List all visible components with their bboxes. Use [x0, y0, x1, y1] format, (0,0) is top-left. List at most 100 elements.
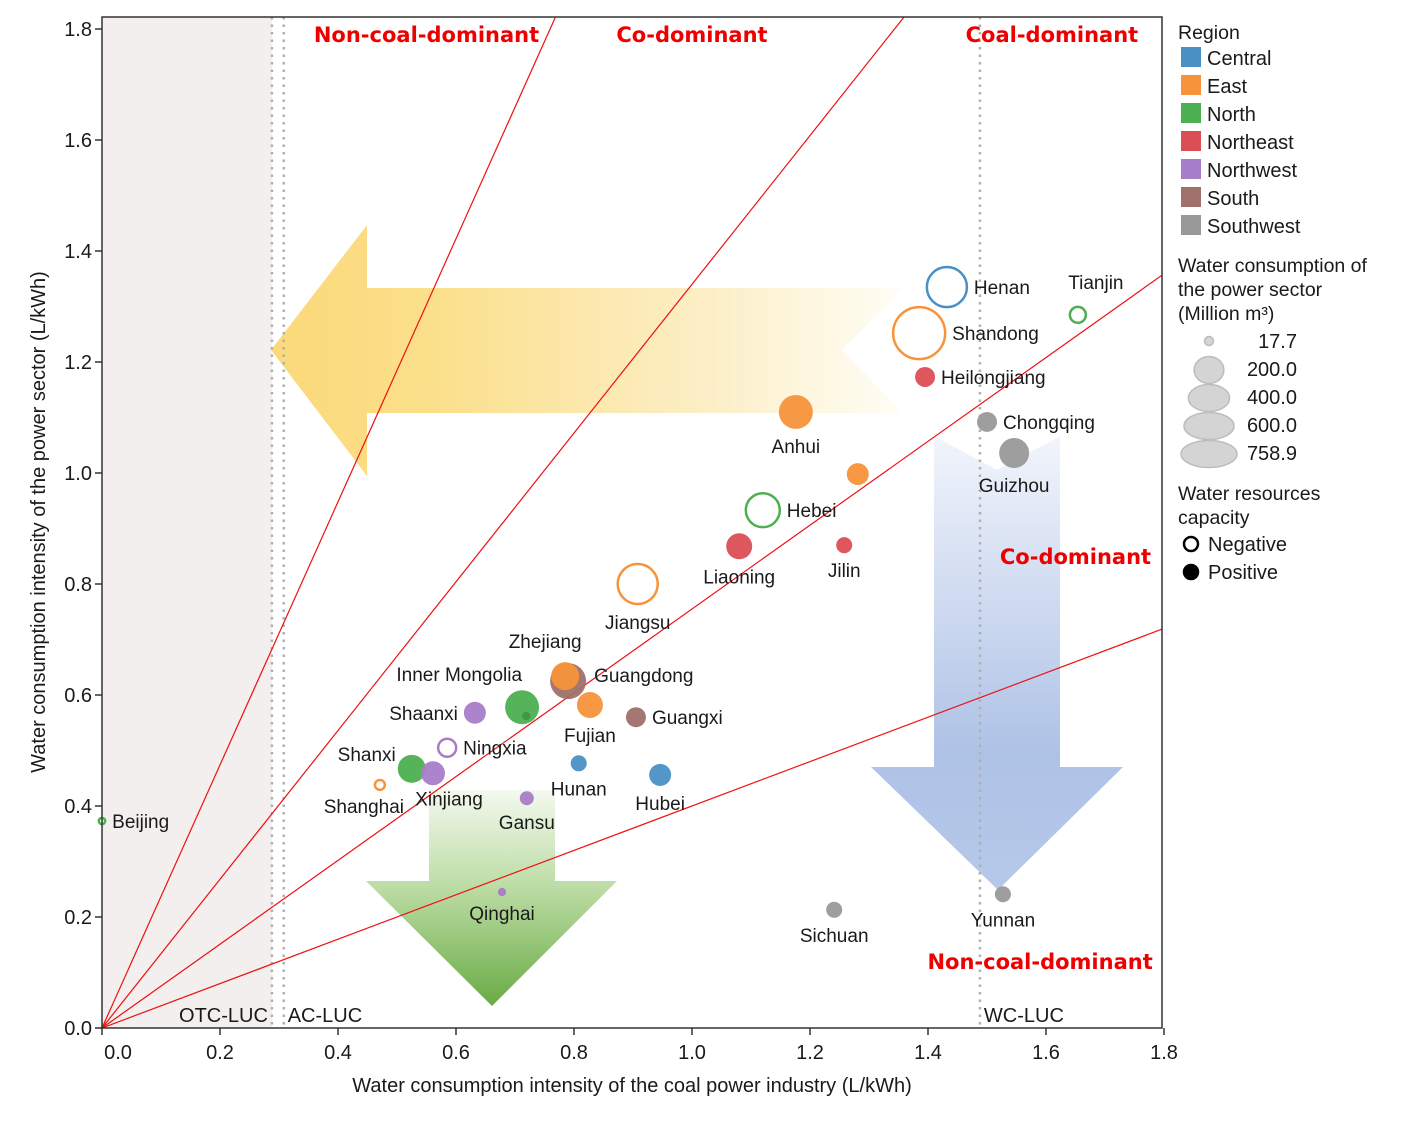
point-liaoning — [726, 533, 753, 560]
point-yunnan — [994, 886, 1011, 903]
y-tick-label: 0.8 — [64, 574, 92, 596]
point-label-jiangsu: Jiangsu — [605, 613, 671, 634]
zone-label-co-dominant: Co-dominant — [1000, 545, 1151, 569]
point-label-shanxi: Shanxi — [338, 745, 396, 766]
legend-region-title: Region — [1178, 22, 1240, 44]
point-label-xinjiang: Xinjiang — [415, 789, 483, 810]
plot-frame — [101, 16, 1163, 1029]
point-label-heilongjiang: Heilongjiang — [941, 368, 1046, 389]
x-tick-label: 0.8 — [560, 1042, 588, 1064]
y-tick-label: 1.4 — [64, 241, 92, 263]
point-label-beijing: Beijing — [112, 812, 169, 833]
point-jilin — [836, 537, 853, 554]
ratio-line-3 — [102, 274, 1162, 1028]
point-hubei — [649, 763, 672, 786]
axes: 0.0 0.2 0.4 0.6 0.8 1.0 1.2 1.4 1.6 1.8 0.0 0.2 0.4 0… — [64, 16, 1178, 1064]
point-shandong — [891, 305, 947, 361]
point-label-zhejiang: Zhejiang — [509, 632, 582, 653]
point-label-guangdong: Guangdong — [594, 666, 693, 687]
legend-size-label: 200.0 — [1247, 359, 1297, 381]
legend-size-title: the power sector — [1178, 279, 1323, 301]
point-label-jilin: Jilin — [828, 561, 861, 582]
y-axis-title: Water consumption intensity of the power… — [28, 271, 50, 773]
x-tick-label: 0.6 — [442, 1042, 470, 1064]
point-label-shaanxi: Shaanxi — [389, 704, 458, 725]
threshold-lines: OTC-LUC AC-LUC WC-LUC — [179, 17, 1064, 1028]
wc-luc-label: WC-LUC — [984, 1005, 1064, 1027]
point-label-chongqing: Chongqing — [1003, 413, 1095, 434]
legend-label-north: North — [1207, 104, 1256, 126]
y-tick-label: 1.0 — [64, 463, 92, 485]
legend-size-label: 758.9 — [1247, 443, 1297, 465]
point-label-hunan: Hunan — [551, 779, 607, 800]
legend-swatch-north — [1181, 103, 1201, 123]
legend-capacity-positive-icon — [1182, 563, 1200, 581]
legend-label-south: South — [1207, 188, 1259, 210]
y-tick-label: 1.8 — [64, 19, 92, 41]
ratio-line-2 — [102, 17, 905, 1028]
legend-capacity-label-negative: Negative — [1208, 534, 1287, 556]
legend-size-circle — [1180, 439, 1238, 469]
arrows — [271, 225, 1123, 1006]
legend-label-northeast: Northeast — [1207, 132, 1294, 154]
point-heilongjiang — [915, 366, 936, 387]
legend-size-circle — [1183, 411, 1235, 441]
zone-label-non-coal-dominant: Non-coal-dominant — [314, 23, 539, 47]
legend-size-circle — [1187, 383, 1231, 413]
data-points: Henan Shandong Tianjin Heilongjiang Chongqin… — [97, 265, 1123, 947]
point-hebei — [744, 491, 782, 529]
ratio-line-4 — [102, 628, 1162, 1028]
y-tick-label: 0.4 — [64, 796, 92, 818]
point-sichuan — [826, 901, 843, 918]
legend-label-central: Central — [1207, 48, 1271, 70]
x-tick-label: 1.6 — [1032, 1042, 1060, 1064]
point-label-hubei: Hubei — [635, 794, 685, 815]
legend-swatch-northeast — [1181, 131, 1201, 151]
point-tianjin — [1068, 305, 1088, 325]
point-label-hebei: Hebei — [787, 501, 837, 522]
point-ningxia — [436, 737, 458, 758]
point-label-inner-mongolia: Inner Mongolia — [396, 665, 522, 686]
legend-size-circle — [1203, 335, 1215, 347]
point-shanghai — [373, 778, 387, 792]
legend-swatch-southwest — [1181, 215, 1201, 235]
point-guangxi — [625, 707, 646, 728]
x-tick-label: 1.0 — [678, 1042, 706, 1064]
legend-size-label: 400.0 — [1247, 387, 1297, 409]
legend-label-east: East — [1207, 76, 1247, 98]
zone-label-non-coal-dominant: Non-coal-dominant — [927, 950, 1152, 974]
point-label-anhui: Anhui — [772, 437, 821, 458]
y-tick-label: 0.2 — [64, 907, 92, 929]
legend-size-label: 17.7 — [1258, 331, 1297, 353]
legend-capacity-negative-icon — [1182, 535, 1200, 553]
point-label-gansu: Gansu — [499, 813, 555, 834]
point-xinjiang — [420, 761, 445, 786]
legend-capacity-title: capacity — [1178, 507, 1250, 529]
y-tick-label: 1.2 — [64, 352, 92, 374]
x-tick-label: 0.4 — [324, 1042, 352, 1064]
legend-swatch-central — [1181, 47, 1201, 67]
point-gansu — [519, 791, 534, 806]
x-tick-label: 1.2 — [796, 1042, 824, 1064]
x-tick-label: 0.0 — [104, 1042, 132, 1064]
legend-size-title: Water consumption of — [1178, 255, 1368, 277]
legend-size-circle — [1193, 355, 1225, 385]
zone-label-coal-dominant: Coal-dominant — [966, 23, 1139, 47]
ac-luc-label: AC-LUC — [288, 1005, 362, 1027]
legend-capacity-title: Water resources — [1178, 483, 1321, 505]
point-label-guangxi: Guangxi — [652, 708, 723, 729]
point-inner-mongolia — [505, 690, 540, 725]
yellow-left-arrow — [271, 225, 903, 476]
ratio-lines — [102, 17, 1162, 1028]
legend-size-label: 600.0 — [1247, 415, 1297, 437]
point-label-henan: Henan — [974, 278, 1030, 299]
point-zhejiang — [551, 662, 580, 691]
green-down-arrow — [366, 790, 617, 1006]
point-label-sichuan: Sichuan — [800, 926, 869, 947]
point-qinghai — [497, 887, 507, 897]
legend-capacity-label-positive: Positive — [1208, 562, 1278, 584]
legend-label-southwest: Southwest — [1207, 216, 1301, 238]
point-chongqing — [977, 411, 997, 432]
point-anhui — [778, 394, 813, 429]
